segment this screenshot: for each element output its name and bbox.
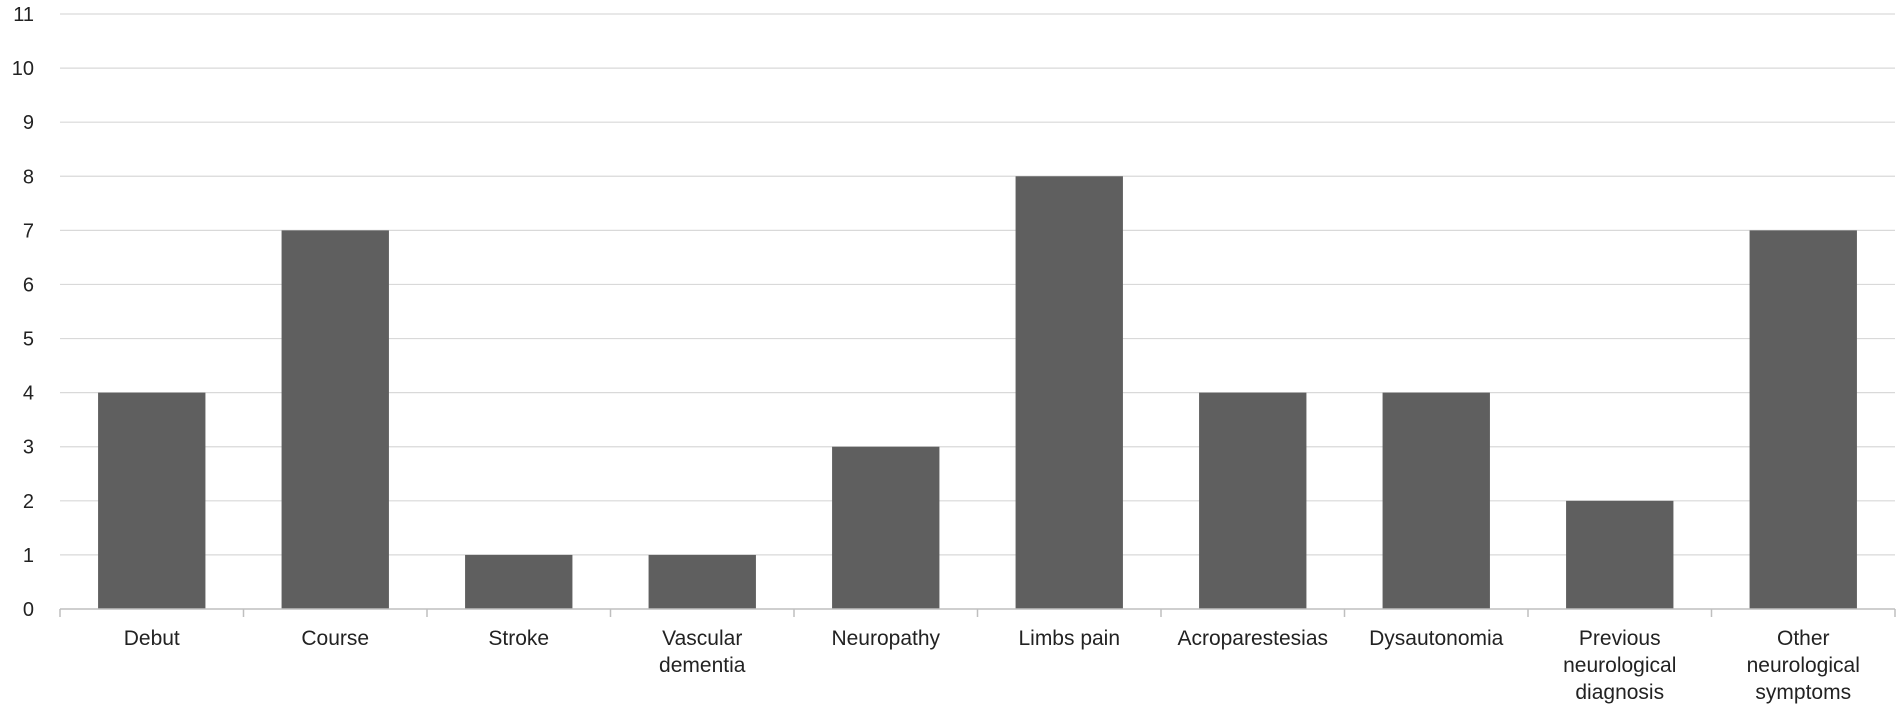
- category-label-line: Course: [301, 627, 369, 650]
- y-tick-label: 7: [23, 220, 34, 242]
- y-tick-label: 1: [23, 545, 34, 567]
- y-tick-label: 2: [23, 491, 34, 513]
- category-label-line: Limbs pain: [1018, 627, 1120, 650]
- bar: [98, 392, 206, 609]
- bar: [1566, 500, 1674, 609]
- x-axis: [59, 608, 1896, 617]
- category-label-line: symptoms: [1755, 681, 1851, 704]
- bar: [465, 554, 573, 609]
- category-label: Limbs pain: [1018, 627, 1120, 650]
- category-label-line: Debut: [124, 627, 180, 650]
- category-label-line: diagnosis: [1575, 681, 1664, 704]
- y-tick-label: 8: [23, 166, 34, 188]
- bar: [1382, 392, 1490, 609]
- category-label-line: Previous: [1579, 627, 1661, 650]
- bar: [832, 446, 940, 609]
- category-label-line: Stroke: [488, 627, 549, 650]
- category-label-line: dementia: [659, 654, 746, 677]
- y-tick-label: 5: [23, 329, 34, 351]
- category-label: Acroparestesias: [1177, 627, 1328, 650]
- category-label: Neuropathy: [831, 627, 940, 650]
- y-tick-label: 4: [23, 383, 34, 405]
- category-label: Dysautonomia: [1369, 627, 1504, 650]
- bar: [1015, 176, 1123, 610]
- y-tick-label: 6: [23, 274, 34, 296]
- category-label: Course: [301, 627, 369, 650]
- category-label-line: neurological: [1563, 654, 1676, 677]
- y-tick-label: 11: [13, 4, 34, 26]
- category-label-line: Acroparestesias: [1177, 627, 1328, 650]
- y-tick-label: 3: [23, 437, 34, 459]
- category-label: Vascular dementia: [659, 627, 746, 677]
- category-label: Other neurological symptoms: [1747, 627, 1860, 704]
- bars: [98, 176, 1857, 610]
- category-label: Stroke: [488, 627, 549, 650]
- category-label: Previous neurological diagnosis: [1563, 627, 1676, 704]
- category-label-line: Vascular: [662, 627, 742, 650]
- category-label-line: neurological: [1747, 654, 1860, 677]
- x-axis-category-labels: Debut Course Stroke Vascular dementia Neuropa…: [124, 627, 1860, 704]
- category-label-line: Other: [1777, 627, 1830, 650]
- y-tick-label: 10: [12, 58, 34, 80]
- bar: [1749, 230, 1857, 609]
- y-tick-label: 0: [23, 599, 34, 621]
- y-tick-label: 9: [23, 112, 34, 134]
- category-label-line: Neuropathy: [831, 627, 940, 650]
- bar: [1199, 392, 1307, 609]
- bar: [281, 230, 389, 609]
- category-label-line: Dysautonomia: [1369, 627, 1504, 650]
- bar: [648, 554, 756, 609]
- category-label: Debut: [124, 627, 180, 650]
- y-axis-tick-labels: 0 1 2 3 4 5 6 7 8 9 10 11: [12, 4, 34, 621]
